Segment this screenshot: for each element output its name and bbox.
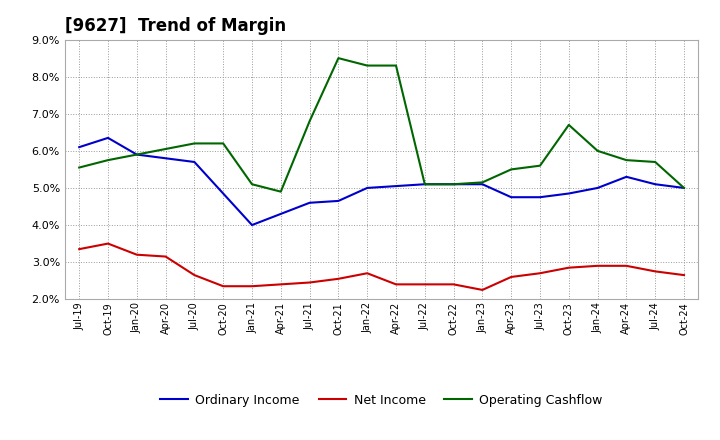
Operating Cashflow — [651, 159, 660, 165]
Net Income — [622, 263, 631, 268]
Operating Cashflow — [507, 167, 516, 172]
Operating Cashflow — [305, 118, 314, 124]
Ordinary Income — [593, 185, 602, 191]
Net Income — [536, 271, 544, 276]
Ordinary Income — [248, 222, 256, 227]
Operating Cashflow — [392, 63, 400, 68]
Ordinary Income — [161, 156, 170, 161]
Net Income — [449, 282, 458, 287]
Operating Cashflow — [334, 55, 343, 61]
Net Income — [334, 276, 343, 282]
Operating Cashflow — [536, 163, 544, 169]
Operating Cashflow — [248, 182, 256, 187]
Net Income — [104, 241, 112, 246]
Operating Cashflow — [680, 185, 688, 191]
Net Income — [593, 263, 602, 268]
Ordinary Income — [132, 152, 141, 157]
Operating Cashflow — [593, 148, 602, 154]
Line: Operating Cashflow: Operating Cashflow — [79, 58, 684, 192]
Ordinary Income — [305, 200, 314, 205]
Ordinary Income — [420, 182, 429, 187]
Operating Cashflow — [219, 141, 228, 146]
Ordinary Income — [680, 185, 688, 191]
Text: [9627]  Trend of Margin: [9627] Trend of Margin — [65, 17, 286, 35]
Ordinary Income — [276, 211, 285, 216]
Net Income — [651, 269, 660, 274]
Net Income — [478, 287, 487, 293]
Net Income — [363, 271, 372, 276]
Operating Cashflow — [276, 189, 285, 194]
Ordinary Income — [507, 194, 516, 200]
Net Income — [507, 274, 516, 279]
Ordinary Income — [75, 144, 84, 150]
Net Income — [680, 272, 688, 278]
Ordinary Income — [334, 198, 343, 204]
Net Income — [161, 254, 170, 259]
Operating Cashflow — [622, 158, 631, 163]
Net Income — [420, 282, 429, 287]
Legend: Ordinary Income, Net Income, Operating Cashflow: Ordinary Income, Net Income, Operating C… — [156, 389, 608, 411]
Operating Cashflow — [449, 182, 458, 187]
Net Income — [219, 284, 228, 289]
Line: Net Income: Net Income — [79, 244, 684, 290]
Operating Cashflow — [104, 158, 112, 163]
Ordinary Income — [363, 185, 372, 191]
Net Income — [132, 252, 141, 257]
Ordinary Income — [564, 191, 573, 196]
Net Income — [276, 282, 285, 287]
Net Income — [248, 284, 256, 289]
Operating Cashflow — [420, 182, 429, 187]
Net Income — [305, 280, 314, 285]
Operating Cashflow — [190, 141, 199, 146]
Ordinary Income — [392, 183, 400, 189]
Net Income — [564, 265, 573, 270]
Operating Cashflow — [564, 122, 573, 128]
Net Income — [75, 246, 84, 252]
Ordinary Income — [622, 174, 631, 180]
Ordinary Income — [478, 182, 487, 187]
Ordinary Income — [536, 194, 544, 200]
Operating Cashflow — [363, 63, 372, 68]
Operating Cashflow — [161, 147, 170, 152]
Ordinary Income — [190, 159, 199, 165]
Operating Cashflow — [75, 165, 84, 170]
Ordinary Income — [104, 135, 112, 140]
Operating Cashflow — [478, 180, 487, 185]
Operating Cashflow — [132, 152, 141, 157]
Net Income — [190, 272, 199, 278]
Ordinary Income — [219, 191, 228, 196]
Line: Ordinary Income: Ordinary Income — [79, 138, 684, 225]
Ordinary Income — [651, 182, 660, 187]
Net Income — [392, 282, 400, 287]
Ordinary Income — [449, 182, 458, 187]
